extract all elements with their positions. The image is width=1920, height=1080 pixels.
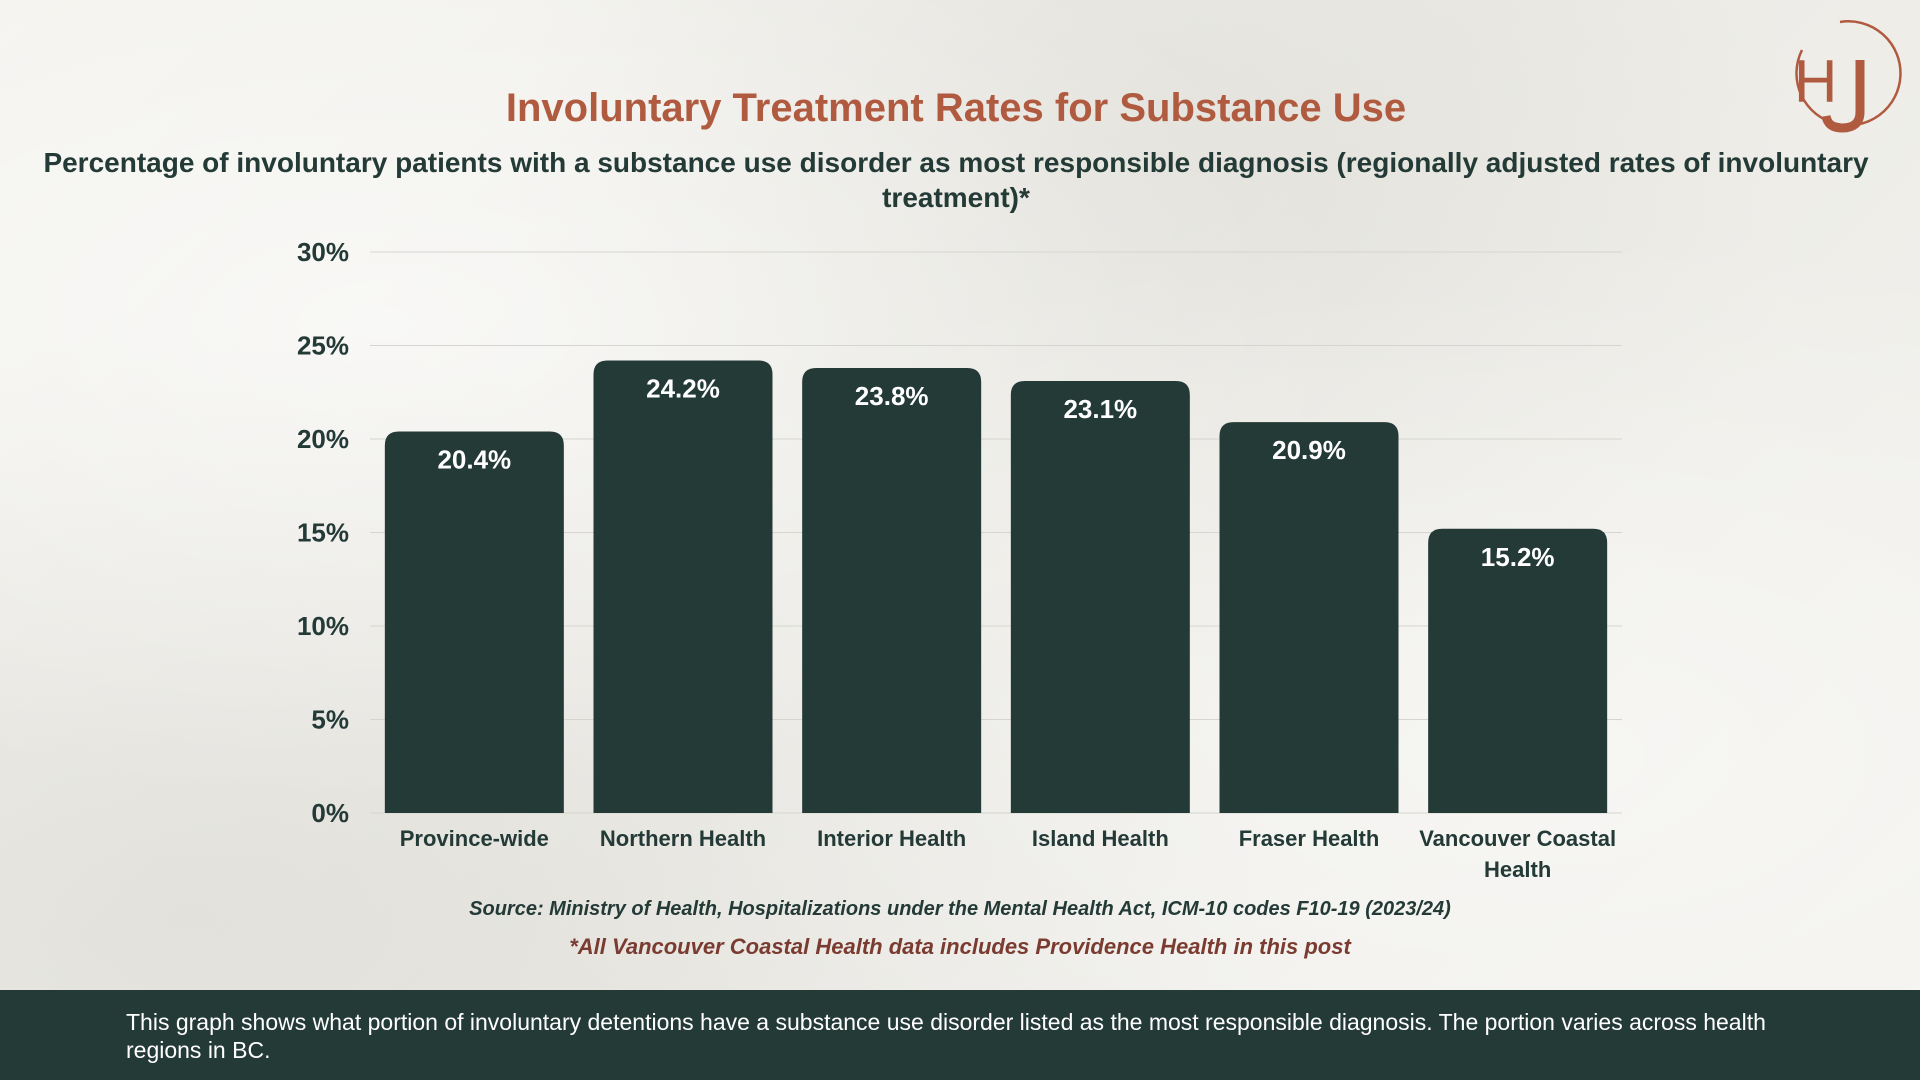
source-text: Source: Ministry of Health, Hospitalizat… — [469, 898, 1451, 920]
y-tick-label: 0% — [311, 798, 349, 828]
bar — [802, 367, 982, 813]
bar — [1010, 381, 1190, 813]
y-tick-label: 20% — [297, 424, 349, 454]
bar — [1219, 422, 1399, 813]
chart-subtitle: Percentage of involuntary patients with … — [43, 147, 1869, 213]
chart-title: Involuntary Treatment Rates for Substanc… — [505, 86, 1407, 130]
footer-bar: This graph shows what portion of involun… — [0, 990, 1920, 1080]
bar-value-label: 23.1% — [1063, 394, 1137, 424]
x-tick-label: Province-wide — [400, 826, 549, 851]
bar — [593, 360, 773, 813]
bar-value-label: 20.9% — [1272, 435, 1346, 465]
y-tick-label: 30% — [297, 237, 349, 267]
y-tick-label: 10% — [297, 611, 349, 641]
svg-text:H: H — [1794, 48, 1837, 115]
x-tick-label: Fraser Health — [1239, 826, 1380, 851]
x-tick-label: Vancouver Coastal Health — [1419, 826, 1616, 882]
bar-value-label: 15.2% — [1481, 542, 1555, 572]
footnote-text: *All Vancouver Coastal Health data inclu… — [569, 934, 1351, 959]
hj-logo: H — [1794, 20, 1902, 133]
y-tick-label: 5% — [311, 705, 349, 735]
bar-value-label: 24.2% — [646, 373, 720, 403]
x-tick-label: Northern Health — [600, 826, 766, 851]
bar-value-label: 20.4% — [437, 445, 511, 475]
x-tick-label: Island Health — [1032, 826, 1169, 851]
footer-description: This graph shows what portion of involun… — [126, 1009, 1766, 1063]
x-tick-label: Interior Health — [817, 826, 966, 851]
bar-value-label: 23.8% — [855, 381, 929, 411]
y-tick-label: 25% — [297, 331, 349, 361]
bar — [1428, 528, 1608, 813]
y-tick-label: 15% — [297, 518, 349, 548]
bar — [384, 431, 564, 813]
